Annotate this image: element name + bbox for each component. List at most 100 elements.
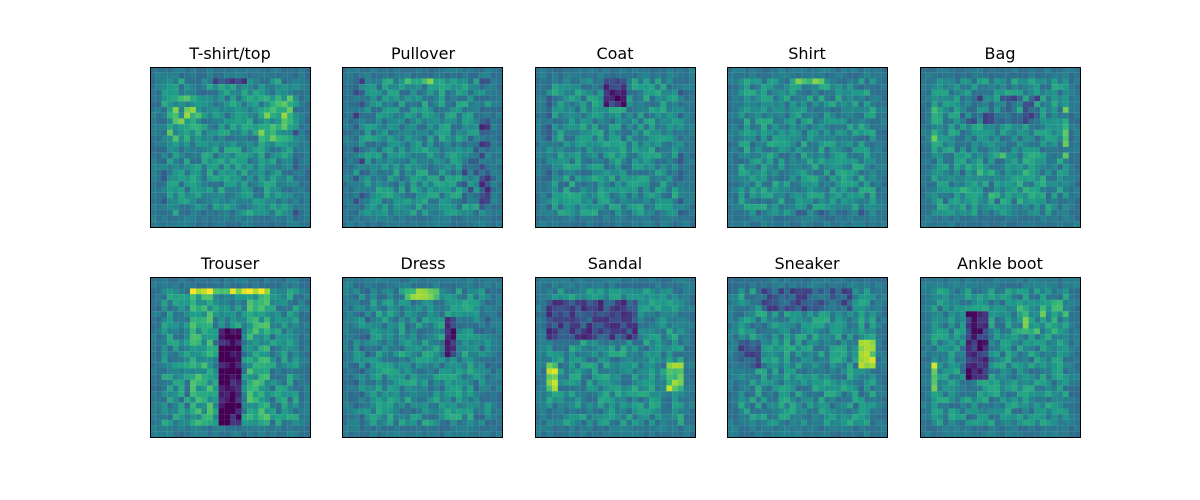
- heatmap-cell: [178, 187, 185, 193]
- heatmap-cell: [172, 419, 179, 426]
- heatmap-cell: [304, 181, 311, 188]
- heatmap-cell: [666, 84, 673, 90]
- heatmap-cell: [264, 192, 271, 199]
- heatmap-cell: [620, 221, 627, 228]
- heatmap-cell: [801, 215, 808, 222]
- heatmap-cell: [569, 107, 576, 113]
- heatmap-cell: [201, 198, 208, 205]
- heatmap-cell: [931, 95, 938, 102]
- heatmap-cell: [749, 169, 756, 176]
- heatmap-cell: [172, 164, 179, 170]
- heatmap-cell: [218, 209, 225, 216]
- heatmap-cell: [264, 72, 271, 79]
- heatmap-cell: [1040, 221, 1046, 228]
- heatmap-cell: [178, 328, 185, 335]
- heatmap-cell: [195, 385, 202, 392]
- heatmap-cell: [410, 67, 417, 73]
- heatmap-cell: [252, 175, 259, 182]
- heatmap-cell: [456, 164, 463, 170]
- heatmap-cell: [852, 141, 859, 148]
- heatmap-cell: [258, 282, 265, 289]
- heatmap-cell: [1000, 118, 1006, 125]
- heatmap-cell: [359, 152, 365, 159]
- heatmap-cell: [235, 282, 242, 289]
- heatmap-cell: [755, 192, 762, 199]
- heatmap-cell: [496, 282, 503, 289]
- heatmap-cell: [749, 175, 756, 182]
- heatmap-cell: [201, 84, 208, 90]
- heatmap-cell: [789, 135, 796, 142]
- heatmap-cell: [467, 192, 474, 199]
- heatmap-cell: [755, 118, 762, 125]
- heatmap-cell: [155, 408, 162, 415]
- heatmap-cell: [190, 368, 196, 375]
- heatmap-cell: [841, 181, 848, 188]
- heatmap-cell: [473, 118, 480, 125]
- heatmap-cell: [841, 118, 848, 125]
- heatmap-cell: [875, 107, 882, 113]
- heatmap-cell: [473, 192, 480, 199]
- heatmap-cell: [732, 141, 739, 148]
- heatmap-cell: [247, 152, 253, 159]
- heatmap-cell: [161, 425, 168, 432]
- heatmap-cell: [795, 169, 802, 176]
- heatmap-cell: [364, 129, 371, 136]
- heatmap-cell: [732, 221, 739, 228]
- heatmap-cell: [795, 107, 802, 113]
- heatmap-cell: [399, 141, 405, 148]
- heatmap-cell: [496, 158, 503, 165]
- heatmap-cell: [749, 198, 756, 205]
- heatmap-cell: [287, 425, 293, 432]
- heatmap-cell: [298, 118, 305, 125]
- heatmap-cell: [444, 215, 451, 222]
- heatmap-cell: [235, 311, 242, 318]
- heatmap-cell: [281, 135, 288, 142]
- heatmap-cell: [258, 72, 265, 79]
- heatmap-cell: [150, 339, 156, 346]
- heatmap-cell: [150, 169, 156, 176]
- heatmap-cell: [399, 169, 405, 176]
- heatmap-cell: [473, 129, 480, 136]
- heatmap-cell: [444, 282, 451, 289]
- heatmap-cell: [195, 345, 202, 352]
- heatmap-cell: [620, 118, 627, 125]
- heatmap-cell: [1005, 78, 1012, 85]
- heatmap-cell: [172, 89, 179, 96]
- heatmap-cell: [546, 164, 553, 170]
- heatmap-cell: [586, 209, 593, 216]
- heatmap-cell: [241, 368, 248, 375]
- heatmap-cell: [615, 67, 621, 73]
- heatmap-cell: [462, 322, 468, 329]
- heatmap-cell: [1005, 209, 1012, 216]
- heatmap-cell: [241, 164, 248, 170]
- heatmap-cell: [347, 288, 354, 295]
- heatmap-cell: [218, 414, 225, 420]
- heatmap-cell: [552, 192, 558, 199]
- heatmap-cell: [689, 141, 696, 148]
- heatmap-cell: [643, 78, 650, 85]
- heatmap-cell: [235, 391, 242, 398]
- heatmap-cell: [241, 391, 248, 398]
- heatmap-cell: [632, 192, 638, 199]
- heatmap-cell: [824, 209, 830, 216]
- heatmap-cell: [281, 158, 288, 165]
- heatmap-cell: [738, 198, 745, 205]
- heatmap-cell: [1011, 135, 1018, 142]
- heatmap-cell: [965, 78, 972, 85]
- heatmap-cell: [195, 221, 202, 228]
- heatmap-cell: [473, 175, 480, 182]
- heatmap-cell: [580, 187, 587, 193]
- heatmap-cell: [875, 129, 882, 136]
- heatmap-cell: [212, 299, 219, 306]
- heatmap-cell: [422, 158, 428, 165]
- heatmap-cell: [948, 95, 955, 102]
- heatmap-cell: [869, 204, 876, 210]
- heatmap-cell: [1034, 204, 1041, 210]
- heatmap-cell: [942, 152, 949, 159]
- heatmap-cell: [190, 357, 196, 363]
- heatmap-cell: [167, 391, 173, 398]
- heatmap-cell: [784, 158, 790, 165]
- heatmap-cell: [382, 152, 388, 159]
- heatmap-cell: [410, 95, 417, 102]
- heatmap-cell: [264, 328, 271, 335]
